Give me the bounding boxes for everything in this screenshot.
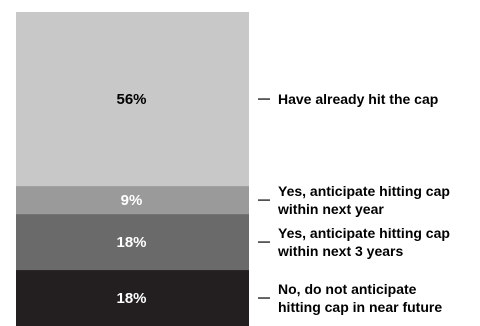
category-label-3-line-2: within next 3 years <box>277 243 403 259</box>
segment-value-label-3: 18% <box>116 234 146 251</box>
segment-value-label-1: 56% <box>116 91 146 108</box>
segment-value-label-2: 9% <box>121 192 143 209</box>
bar-segment-4 <box>16 270 249 326</box>
category-label-2-line-2: within next year <box>277 201 384 217</box>
category-label-4-line-2: hitting cap in near future <box>278 299 442 315</box>
bar-segment-3 <box>16 214 249 271</box>
category-label-2-line-1: Yes, anticipate hitting cap <box>278 183 450 199</box>
category-label-3-line-1: Yes, anticipate hitting cap <box>278 225 450 241</box>
segment-value-label-4: 18% <box>116 290 146 307</box>
category-label-4-line-1: No, do not anticipate <box>278 281 417 297</box>
bar-segment-1 <box>16 12 249 187</box>
category-label-1-line-1: Have already hit the cap <box>278 91 438 107</box>
bar-segment-2 <box>16 186 249 215</box>
